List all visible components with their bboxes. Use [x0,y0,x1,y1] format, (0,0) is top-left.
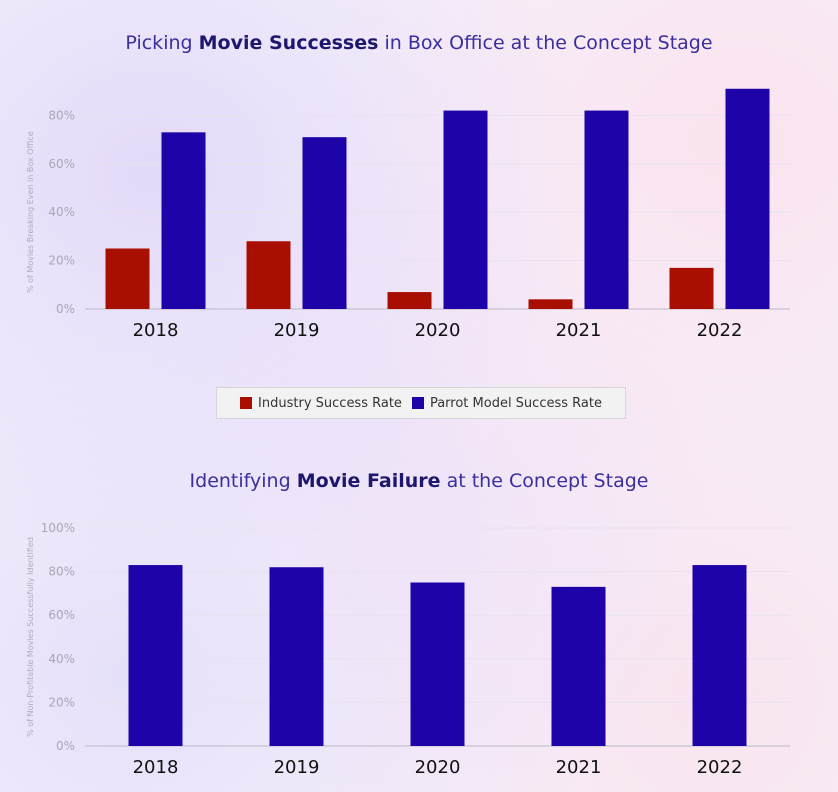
chart2-bar-value-2021 [551,586,606,746]
chart2-bar-value-2020 [410,582,465,746]
chart2-xtick-label: 2018 [133,757,179,778]
chart2-title: Identifying Movie Failure at the Concept… [0,470,838,492]
chart2-ylabel: % of Non-Profitable Movies Successfully … [26,537,35,737]
chart1-title: Picking Movie Successes in Box Office at… [0,32,838,54]
chart1-bar-industry-2019 [246,241,291,309]
chart1-xtick-label: 2022 [697,320,743,341]
chart2-xtick-label: 2021 [556,757,602,778]
chart1-bar-parrot-2021 [584,110,629,309]
chart2-ytick-label: 100% [41,521,75,535]
chart1-bar-industry-2020 [387,292,432,309]
chart2-xtick-label: 2020 [415,757,461,778]
chart1-bar-parrot-2019 [302,137,347,309]
chart1-ytick-label: 0% [56,302,75,316]
chart1-xtick-label: 2019 [274,320,320,341]
chart1-bar-parrot-2018 [161,132,206,309]
chart2-bar-value-2018 [128,565,183,746]
chart1-xtick-label: 2018 [133,320,179,341]
legend-swatch-industry [240,397,253,409]
chart1-bar-industry-2022 [669,267,714,309]
chart1-bar-parrot-2022 [725,88,770,309]
chart1-ytick-label: 80% [48,108,75,122]
chart1-ytick-label: 60% [48,157,75,171]
chart2-xtick-label: 2019 [274,757,320,778]
chart1-bar-industry-2018 [105,248,150,309]
chart2-title-part3: at the Concept Stage [440,470,649,492]
legend-item-parrot[interactable]: Parrot Model Success Rate [411,395,602,411]
chart2-bar-value-2019 [269,567,324,746]
chart2-ytick-label: 40% [48,652,75,666]
chart1-ytick-label: 40% [48,205,75,219]
chart2-xtick-label: 2022 [697,757,743,778]
legend-label-industry: Industry Success Rate [258,395,402,411]
chart2-title-part1: Identifying [189,470,297,492]
chart2-bar-value-2022 [692,565,747,746]
chart1-legend: Industry Success Rate Parrot Model Succe… [216,387,626,419]
chart1-ytick-label: 20% [48,254,75,268]
chart1-title-part3: in Box Office at the Concept Stage [378,32,713,54]
chart1-xtick-label: 2021 [556,320,602,341]
chart2-ytick-label: 0% [56,739,75,753]
chart1-title-part1: Picking [125,32,199,54]
chart1-ylabel: % of Movies Breaking Even in Box Office [26,131,35,293]
legend-label-parrot: Parrot Model Success Rate [429,395,602,411]
legend-swatch-parrot [411,397,424,409]
chart1-title-bold: Movie Successes [198,32,379,54]
chart2-ytick-label: 60% [48,608,75,622]
chart1-bar-industry-2021 [528,299,573,309]
chart1-bar-parrot-2020 [443,110,488,309]
chart1-xtick-label: 2020 [415,320,461,341]
chart2-ytick-label: 20% [48,695,75,709]
legend-item-industry[interactable]: Industry Success Rate [240,396,402,411]
chart2-title-bold: Movie Failure [296,470,441,492]
chart2-ytick-label: 80% [48,565,75,579]
